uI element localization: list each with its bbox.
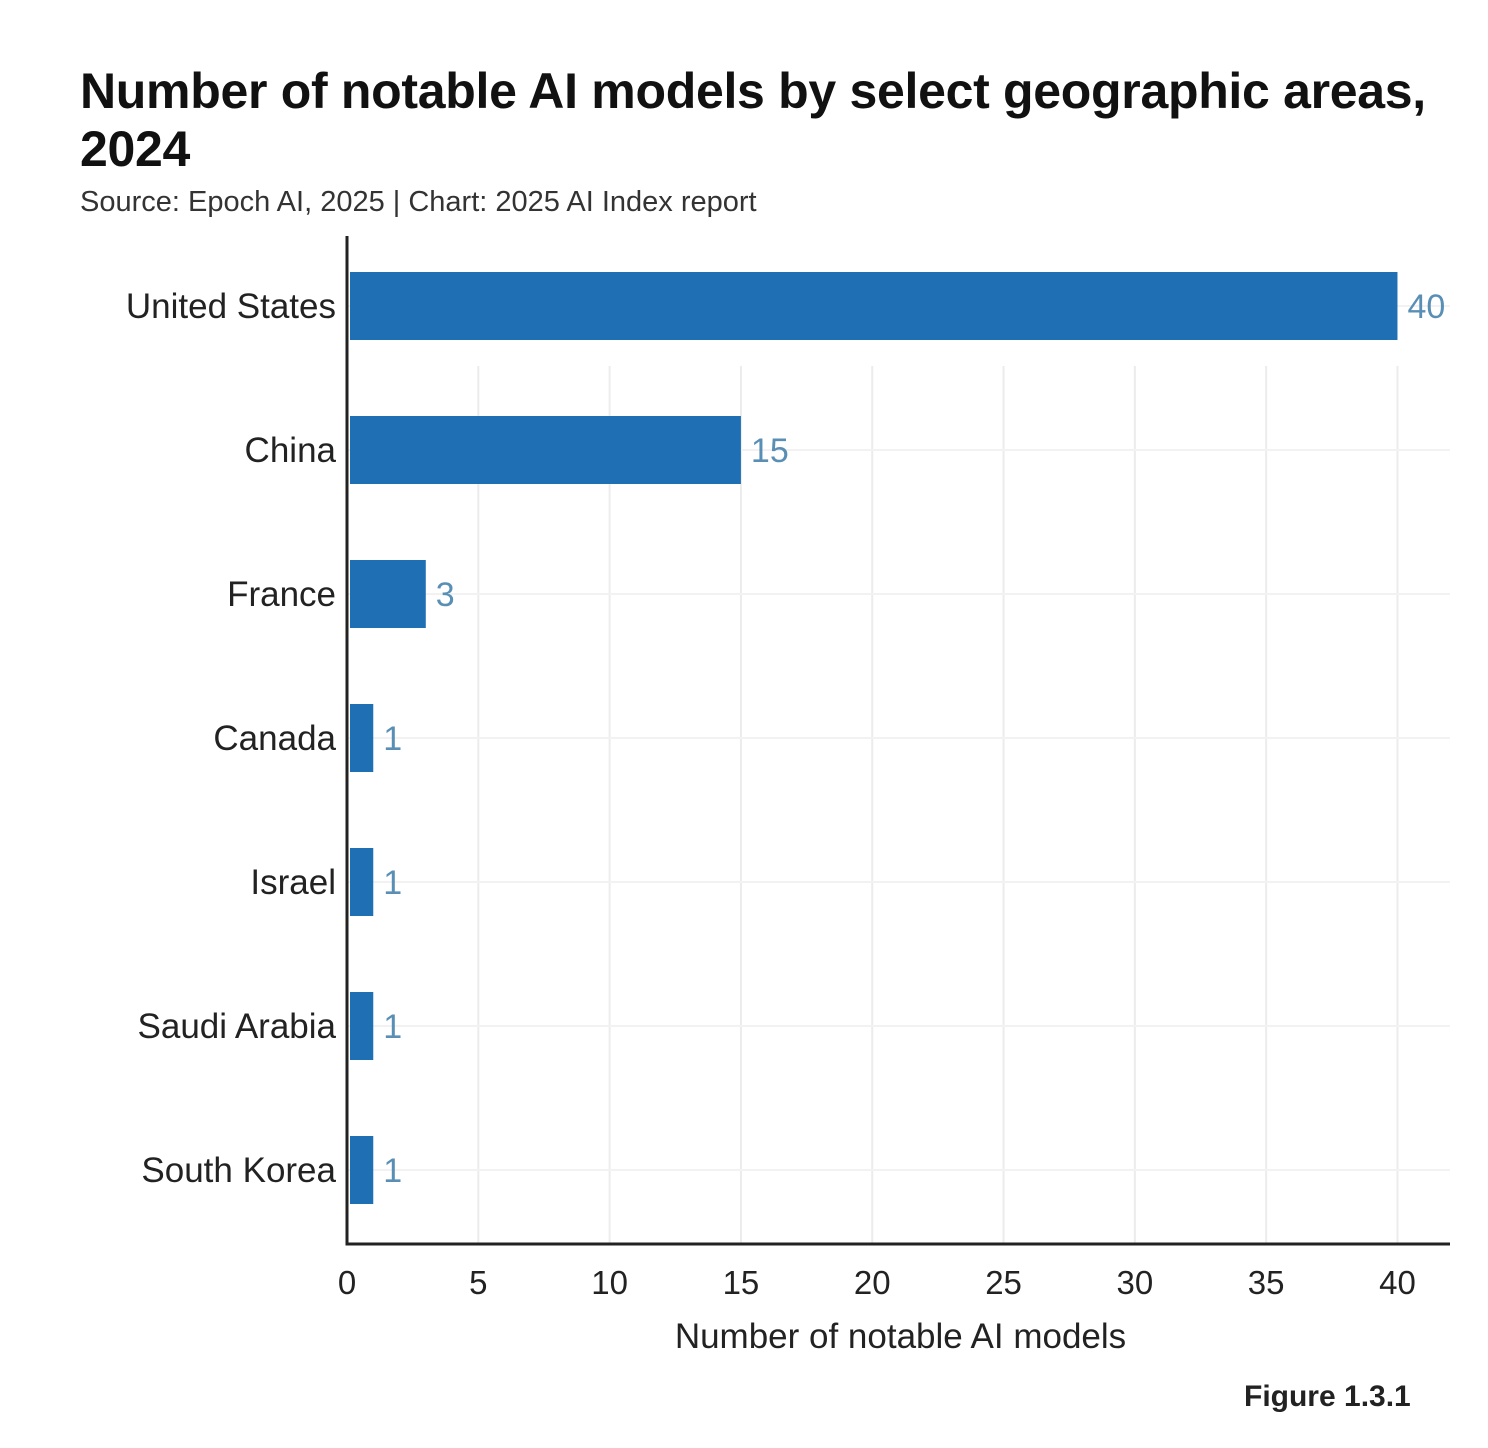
value-label: 1	[383, 720, 402, 758]
x-tick-labels: 0 5 10 15 20 25 30 35 40	[338, 1264, 1416, 1301]
value-label: 3	[436, 576, 455, 614]
value-labels: 40 15 3 1 1 1 1	[383, 288, 1445, 1190]
x-tick-label: 0	[338, 1264, 356, 1301]
bar-china	[350, 416, 741, 484]
value-label: 1	[383, 864, 402, 902]
bars	[350, 272, 1398, 1204]
bar-south-korea	[350, 1136, 374, 1204]
category-label: France	[227, 575, 336, 614]
category-label: Canada	[213, 719, 336, 758]
x-tick-label: 30	[1116, 1264, 1153, 1301]
value-label: 15	[751, 432, 789, 470]
chart-subtitle: Source: Epoch AI, 2025 | Chart: 2025 AI …	[80, 186, 757, 218]
x-tick-label: 25	[985, 1264, 1022, 1301]
value-label: 1	[383, 1008, 402, 1046]
x-tick-label: 40	[1379, 1264, 1416, 1301]
bar-united-states	[350, 272, 1398, 340]
category-label: South Korea	[141, 1151, 336, 1190]
axes	[345, 236, 1450, 1246]
category-label: United States	[126, 287, 336, 326]
chart-title: Number of notable AI models by select ge…	[80, 63, 1426, 177]
x-tick-label: 10	[591, 1264, 628, 1301]
bar-saudi-arabia	[350, 992, 374, 1060]
category-labels: United States China France Canada Israel Saud…	[126, 287, 337, 1190]
value-label: 1	[383, 1152, 402, 1190]
x-tick-label: 35	[1248, 1264, 1285, 1301]
figure-label: Figure 1.3.1	[1244, 1380, 1411, 1413]
category-label: Saudi Arabia	[138, 1007, 337, 1046]
x-axis-title: Number of notable AI models	[675, 1317, 1126, 1356]
x-tick-label: 20	[854, 1264, 891, 1301]
bar-france	[350, 560, 426, 628]
category-label: Israel	[250, 863, 336, 902]
x-tick-label: 15	[723, 1264, 760, 1301]
bar-israel	[350, 848, 374, 916]
x-tick-label: 5	[469, 1264, 487, 1301]
value-label: 40	[1407, 288, 1445, 326]
bar-canada	[350, 704, 374, 772]
category-label: China	[245, 431, 337, 470]
